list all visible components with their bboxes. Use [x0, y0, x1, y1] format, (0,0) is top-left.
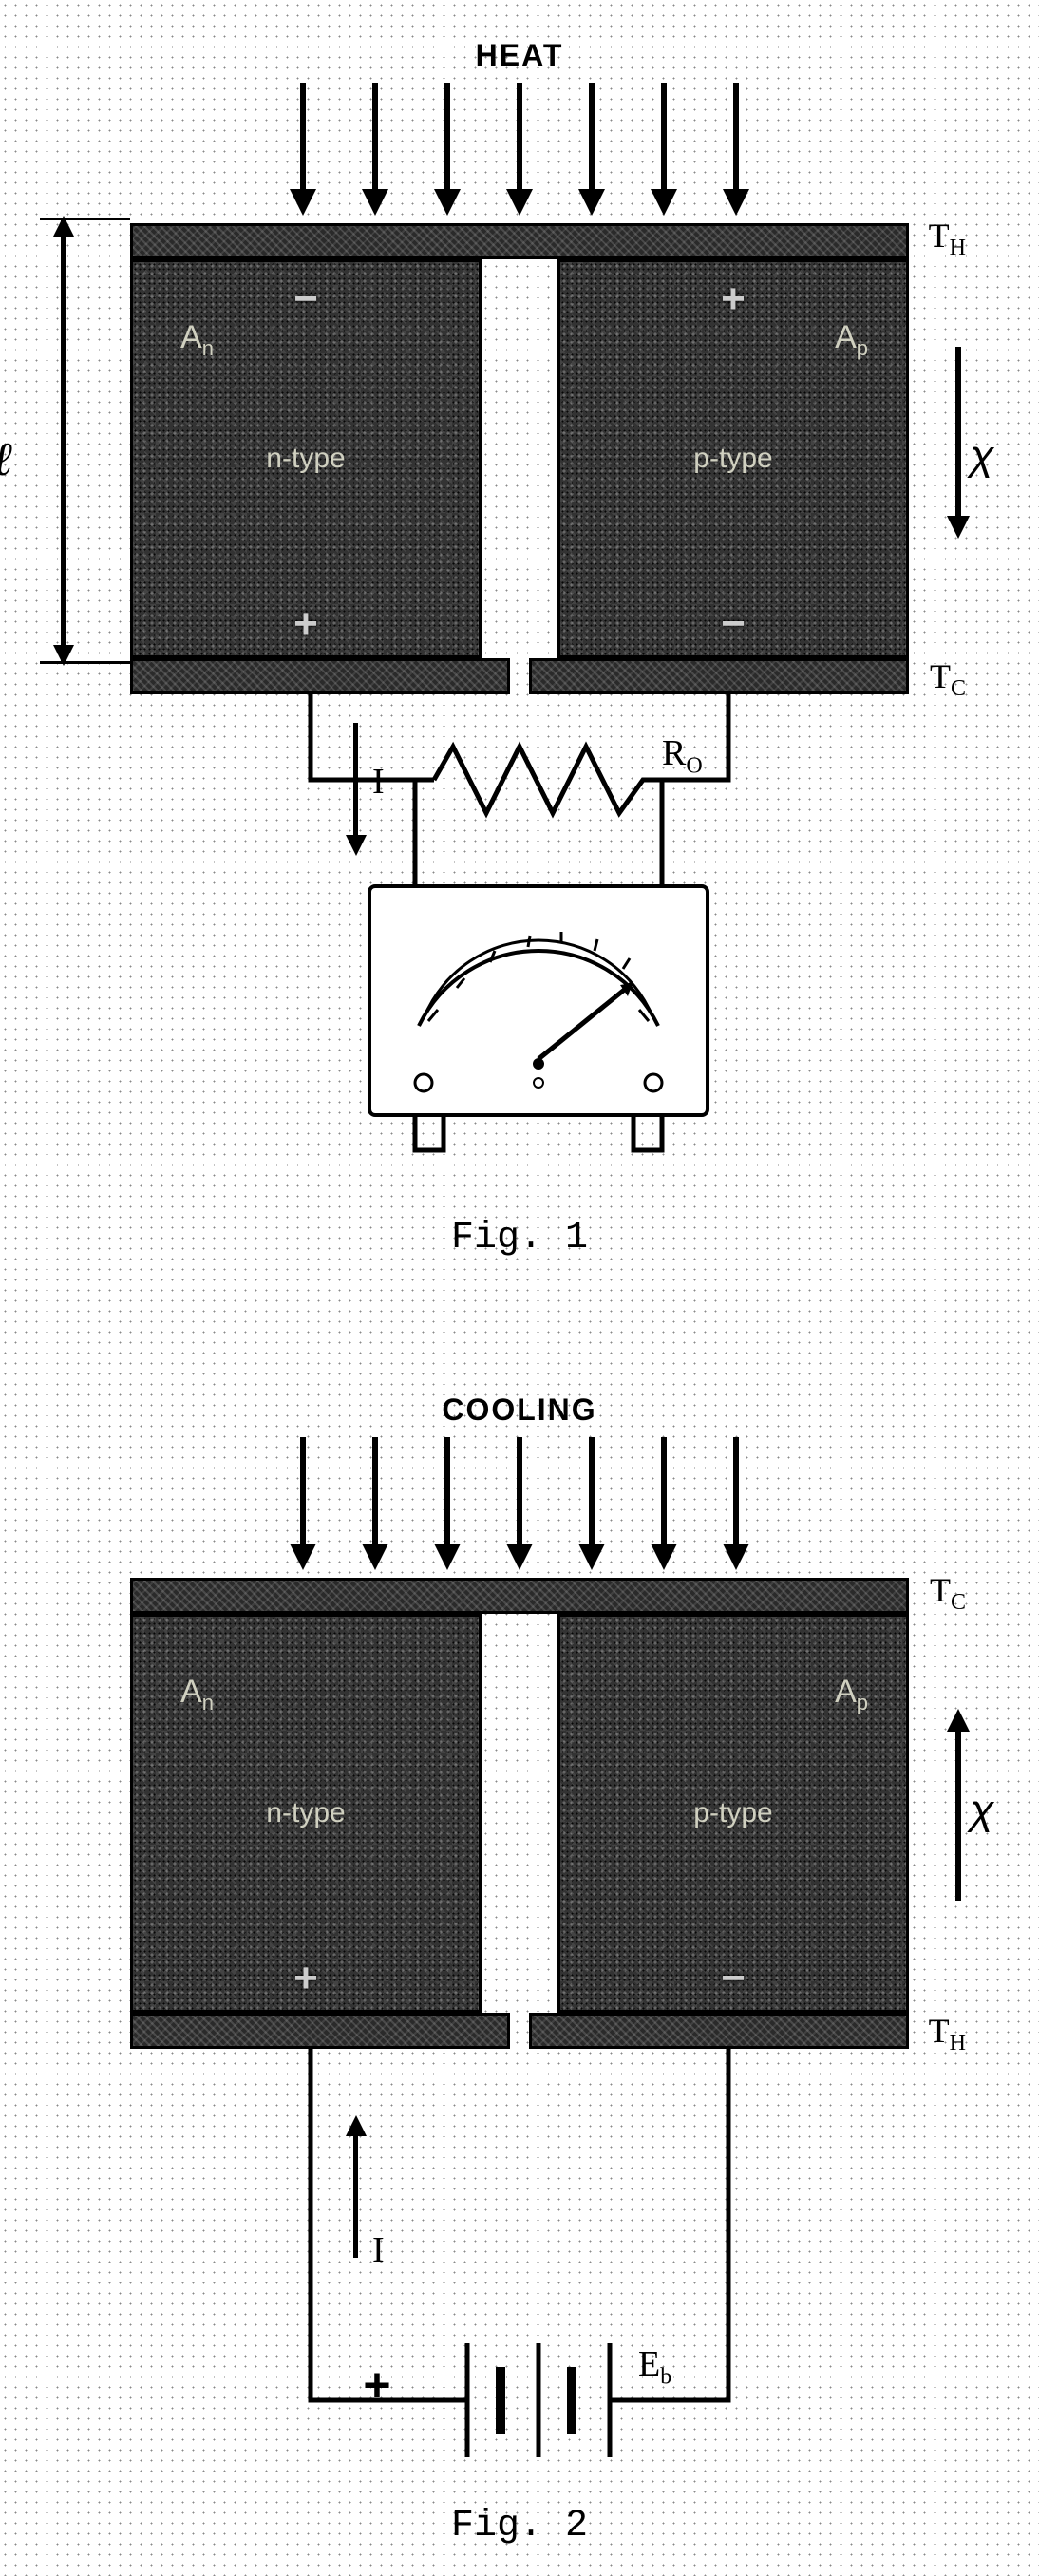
p-leg-bot-sign: −	[721, 600, 746, 648]
figure-2: COOLING TC An n-type +	[0, 1288, 1039, 2576]
n-leg-type-label: n-type	[266, 443, 345, 475]
hot-plate-right-2	[529, 2013, 909, 2049]
meter-dial-icon	[371, 888, 706, 1113]
cold-plate-right	[529, 658, 909, 694]
n-leg-bot-sign: +	[293, 600, 318, 648]
p-leg-top-sign: +	[721, 275, 746, 323]
current-label: I	[372, 761, 385, 803]
figure-1: HEAT ℓ TH −	[0, 0, 1039, 1288]
load-resistor-label: RO	[662, 732, 703, 780]
hot-plate	[130, 223, 909, 259]
battery-plus-icon: +	[363, 2362, 391, 2416]
cold-plate-top	[130, 1578, 909, 1614]
hot-plate-left-2	[130, 2013, 510, 2049]
heat-arrows-row	[0, 83, 1039, 216]
cooling-arrow-icon	[660, 1437, 668, 1570]
n-leg-type-label-2: n-type	[266, 1797, 345, 1829]
t-hot-label-2: TH	[929, 2011, 966, 2056]
hot-plates-2	[130, 2013, 909, 2049]
semiconductor-legs-2: An n-type + Ap p-type −	[130, 1614, 909, 2013]
circuit-wires-2-icon	[130, 2049, 909, 2495]
cooling-arrow-icon	[371, 1437, 379, 1570]
thermoelectric-module: ℓ TH − An n-type + + Ap	[130, 223, 909, 694]
fig2-title: COOLING	[0, 1392, 1039, 1428]
p-type-leg-2: Ap p-type −	[557, 1614, 909, 2013]
heat-arrow-icon	[732, 83, 740, 216]
t-cold-label: TC	[930, 656, 966, 702]
cooling-arrow-icon	[732, 1437, 740, 1570]
heat-arrow-icon	[371, 83, 379, 216]
chi-arrow-icon	[955, 347, 961, 518]
chi-arrow-up-icon	[955, 1730, 961, 1901]
t-hot-label: TH	[929, 216, 966, 261]
current-arrow-up-icon	[353, 2134, 358, 2258]
p-leg-bot-sign-2: −	[721, 1955, 746, 2002]
cooling-arrows-row	[0, 1437, 1039, 1570]
fig2-caption: Fig. 2	[0, 2505, 1039, 2548]
length-bracket	[40, 218, 116, 664]
n-type-leg: − An n-type +	[130, 259, 482, 658]
n-leg-area-label-2: An	[180, 1674, 214, 1715]
n-type-leg-2: An n-type +	[130, 1614, 482, 2013]
p-type-leg: + Ap p-type −	[557, 259, 909, 658]
heat-arrow-icon	[588, 83, 595, 216]
heat-arrow-icon	[444, 83, 451, 216]
thermoelectric-module-2: TC An n-type + Ap p-type −	[130, 1578, 909, 2049]
load-circuit: I RO	[130, 694, 909, 1207]
source-circuit: I + Eb	[130, 2049, 909, 2495]
n-leg-top-sign: −	[293, 275, 318, 323]
n-leg-bot-sign-2: +	[293, 1955, 318, 2002]
cooling-arrow-icon	[444, 1437, 451, 1570]
battery-label: Eb	[638, 2343, 671, 2391]
n-leg-area-label: An	[180, 319, 214, 361]
semiconductor-legs: − An n-type + + Ap p-type −	[130, 259, 909, 658]
fig1-caption: Fig. 1	[0, 1217, 1039, 1260]
cooling-arrow-icon	[299, 1437, 307, 1570]
ammeter-icon	[368, 884, 709, 1117]
p-leg-type-label: p-type	[693, 443, 772, 475]
cold-plate-left	[130, 658, 510, 694]
p-leg-area-label-2: Ap	[835, 1674, 868, 1715]
heat-arrow-icon	[299, 83, 307, 216]
heat-arrow-icon	[660, 83, 668, 216]
fig1-title: HEAT	[0, 38, 1039, 73]
cooling-arrow-icon	[516, 1437, 523, 1570]
current-arrow-icon	[353, 723, 358, 837]
current-label-2: I	[372, 2229, 385, 2271]
length-symbol: ℓ	[0, 431, 12, 486]
cooling-arrow-icon	[588, 1437, 595, 1570]
t-cold-label-2: TC	[930, 1570, 966, 1616]
heat-arrow-icon	[516, 83, 523, 216]
chi-label-2: χ	[970, 1790, 994, 1837]
chi-label: χ	[970, 435, 994, 483]
p-leg-type-label-2: p-type	[693, 1797, 772, 1829]
cold-plates	[130, 658, 909, 694]
p-leg-area-label: Ap	[835, 319, 868, 361]
page: HEAT ℓ TH −	[0, 0, 1039, 2576]
